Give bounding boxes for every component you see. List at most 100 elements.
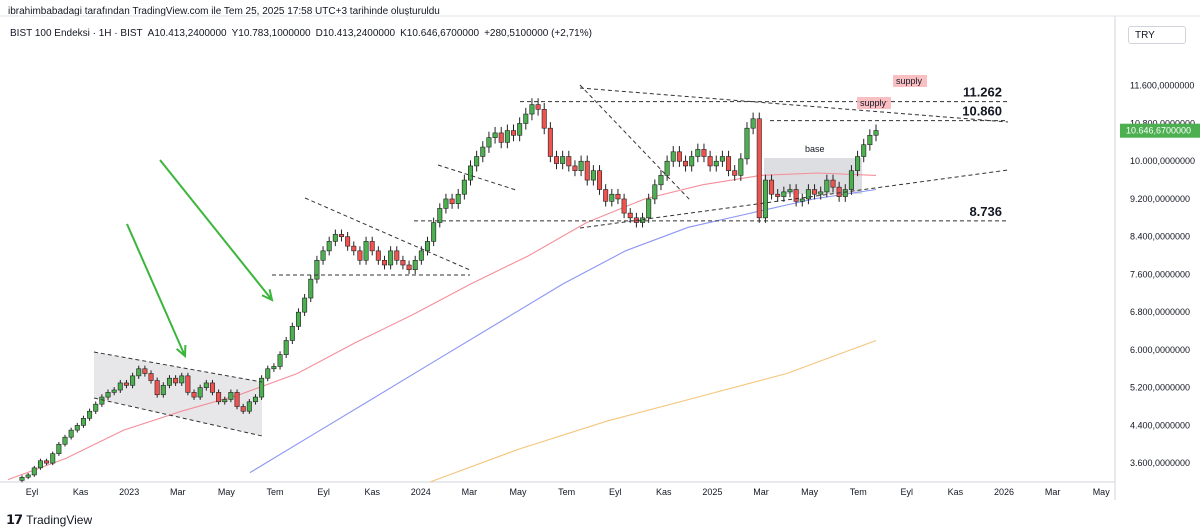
candle-body bbox=[719, 156, 725, 162]
y-tick-label: 3.600,0000000 bbox=[1130, 458, 1190, 468]
candle-body bbox=[271, 366, 277, 370]
tradingview-footer: 𝟭𝟳 TradingView bbox=[6, 512, 92, 528]
candle-body bbox=[848, 170, 854, 190]
candle-body bbox=[621, 198, 627, 214]
candle-body bbox=[44, 460, 50, 464]
candle-body bbox=[74, 425, 80, 431]
candle-body bbox=[541, 109, 547, 129]
candle-body bbox=[560, 156, 566, 164]
candle-body bbox=[867, 134, 873, 146]
channel-bottom-2023 bbox=[93, 397, 263, 437]
candle-body bbox=[437, 208, 443, 223]
candle-body bbox=[363, 241, 369, 261]
x-tick-label: May bbox=[218, 487, 236, 497]
candle-body bbox=[50, 453, 56, 464]
x-tick-label: 2024 bbox=[411, 487, 431, 497]
candle-body bbox=[535, 104, 541, 110]
candle-body bbox=[824, 179, 830, 193]
green-arrow-2 bbox=[159, 159, 273, 301]
y-tick-label: 5.200,0000000 bbox=[1130, 383, 1190, 393]
zone-label: supply bbox=[896, 76, 923, 86]
candle-body bbox=[597, 170, 603, 190]
x-tick-label: Eyl bbox=[26, 487, 39, 497]
candle-body bbox=[154, 380, 160, 396]
candle-body bbox=[769, 179, 775, 195]
candle-body bbox=[523, 113, 529, 124]
candle-body bbox=[443, 198, 449, 209]
candle-body bbox=[240, 406, 246, 412]
candle-body bbox=[547, 127, 553, 157]
candle-body bbox=[449, 198, 455, 204]
candle-body bbox=[529, 104, 535, 115]
candle-body bbox=[713, 160, 719, 167]
candle-body bbox=[412, 259, 418, 271]
x-tick-label: Kas bbox=[948, 487, 964, 497]
candle-body bbox=[480, 146, 486, 157]
x-tick-label: Eyl bbox=[317, 487, 330, 497]
x-tick-label: 2025 bbox=[702, 487, 722, 497]
x-tick-label: May bbox=[509, 487, 527, 497]
symbol-legend: BIST 100 Endeksi · 1H · BIST A10.413,240… bbox=[10, 28, 592, 39]
candle-body bbox=[707, 156, 713, 167]
y-tick-label: 6.800,0000000 bbox=[1130, 307, 1190, 317]
candle-body bbox=[842, 189, 848, 197]
candle-body bbox=[117, 382, 123, 391]
x-tick-label: Tem bbox=[850, 487, 867, 497]
candle-body bbox=[31, 467, 37, 476]
candle-body bbox=[216, 392, 222, 403]
candle-body bbox=[93, 403, 99, 412]
x-tick-label: Mar bbox=[462, 487, 478, 497]
x-tick-label: Eyl bbox=[901, 487, 914, 497]
candle-body bbox=[517, 123, 523, 136]
level-label: 8.736 bbox=[969, 204, 1002, 219]
zone-label: base bbox=[805, 144, 825, 154]
candle-body bbox=[234, 392, 240, 407]
descending-resistance bbox=[579, 87, 1009, 123]
candle-body bbox=[228, 392, 234, 400]
pullback-trend bbox=[579, 84, 691, 201]
candle-body bbox=[603, 189, 609, 202]
x-tick-label: Mar bbox=[170, 487, 186, 497]
y-tick-label: 6.000,0000000 bbox=[1130, 345, 1190, 355]
currency-button[interactable]: TRY bbox=[1128, 26, 1186, 44]
candle-body bbox=[406, 264, 412, 271]
x-tick-label: Kas bbox=[656, 487, 672, 497]
candle-body bbox=[873, 130, 879, 136]
candle-body bbox=[498, 132, 504, 143]
candle-body bbox=[394, 250, 400, 261]
supply-zone-badge bbox=[857, 97, 891, 109]
candle-body bbox=[375, 250, 381, 261]
candle-body bbox=[775, 193, 781, 197]
candle-body bbox=[812, 189, 818, 195]
candle-body bbox=[332, 234, 338, 242]
symbol-name[interactable]: BIST 100 Endeksi · 1H · BIST bbox=[10, 28, 143, 39]
ohlc-low: D10.413,2400000 bbox=[315, 28, 396, 39]
ohlc-high: Y10.783,1000000 bbox=[231, 28, 311, 39]
triangle-upper-2023 bbox=[304, 197, 471, 271]
candle-body bbox=[455, 193, 461, 204]
candle-body bbox=[148, 373, 154, 381]
green-arrow-1-head bbox=[175, 344, 187, 359]
candle-body bbox=[351, 245, 357, 252]
x-tick-label: May bbox=[1093, 487, 1111, 497]
candle-body bbox=[166, 377, 172, 386]
candle-body bbox=[173, 377, 179, 384]
candle-body bbox=[56, 443, 62, 454]
candle-body bbox=[252, 396, 258, 403]
candle-body bbox=[732, 170, 738, 176]
candle-body bbox=[37, 460, 43, 469]
candle-body bbox=[590, 170, 596, 181]
candle-body bbox=[388, 250, 394, 266]
ma-50-line bbox=[7, 172, 877, 481]
candle-body bbox=[609, 193, 615, 202]
candle-body bbox=[295, 311, 301, 327]
candle-body bbox=[861, 144, 867, 157]
tradingview-logo-icon: 𝟭𝟳 bbox=[6, 512, 23, 527]
y-tick-label: 10.800,0000000 bbox=[1130, 118, 1195, 128]
candle-body bbox=[123, 382, 129, 386]
candle-body bbox=[486, 137, 492, 148]
candle-body bbox=[695, 149, 701, 157]
x-tick-label: 2026 bbox=[994, 487, 1014, 497]
candle-body bbox=[781, 191, 787, 197]
